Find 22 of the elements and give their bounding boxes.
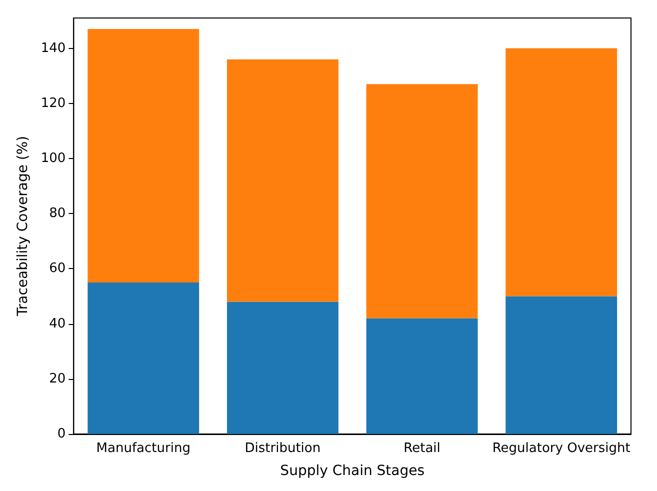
bar: [506, 48, 618, 296]
y-tick-label: 40: [49, 316, 66, 332]
bar: [366, 84, 478, 318]
y-tick-label: 100: [40, 151, 66, 166]
y-axis-title: Traceability Coverage (%): [15, 136, 31, 318]
bar: [226, 59, 338, 302]
x-tick-label: Distribution: [244, 441, 321, 456]
bar: [88, 29, 200, 282]
y-tick-label: 60: [49, 261, 66, 276]
x-axis-title: Supply Chain Stages: [280, 463, 425, 479]
bar: [506, 296, 618, 434]
y-tick-label: 140: [40, 40, 66, 56]
x-tick-label: Retail: [404, 441, 440, 456]
x-tick-label: Regulatory Oversight: [492, 441, 630, 456]
y-tick-label: 80: [49, 206, 66, 222]
x-tick-label: Manufacturing: [96, 441, 190, 456]
y-tick-label: 120: [40, 96, 66, 111]
y-tick-label: 0: [57, 426, 66, 442]
bar: [226, 302, 338, 434]
y-tick-label: 20: [49, 371, 66, 386]
bar: [88, 282, 200, 434]
bar: [366, 318, 478, 434]
